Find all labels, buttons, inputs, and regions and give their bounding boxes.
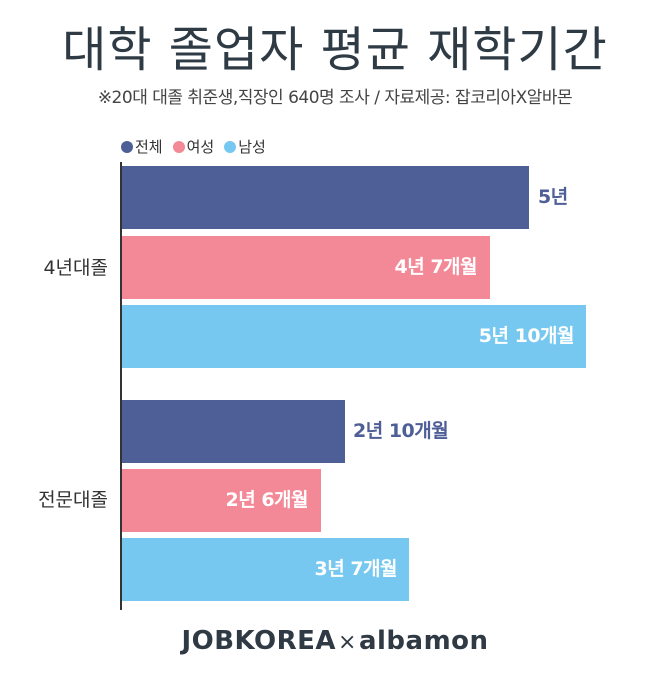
brand-footer: JOBKOREA×albamon [0,626,670,656]
legend-item-female: 여성 [172,137,215,157]
bar-4yr-male [122,305,586,368]
bar-value-label: 2년 6개월 [225,489,309,511]
bar-4yr-female [122,236,490,299]
legend-label: 여성 [186,138,215,156]
legend-label: 전체 [135,138,163,156]
y-axis-line [120,162,122,610]
albamon-logo: albamon [358,626,489,656]
bar-4yr-total [122,166,529,229]
chart-title: 대학 졸업자 평균 재학기간 [62,22,608,78]
legend-dot-icon [172,141,185,153]
category-label: 4년대졸 [43,257,108,279]
legend-dot-icon [224,141,237,153]
jobkorea-logo: JOBKOREA [181,626,337,656]
bar-college-female [122,469,321,532]
bar-college-total [122,400,345,463]
legend: 전체 여성 남성 [121,137,266,157]
bar-value-label: 3년 7개월 [314,558,398,580]
chart-subtitle: ※20대 대졸 취준생,직장인 640명 조사 / 자료제공: 잡코리아X알바몬 [97,88,573,108]
legend-dot-icon [121,141,133,153]
legend-item-male: 남성 [224,137,266,157]
legend-label: 남성 [238,138,266,156]
separator: × [338,630,357,655]
bar-value-label: 5년 10개월 [478,325,575,347]
bar-value-label: 5년 [538,186,568,208]
legend-item-total: 전체 [121,137,163,157]
bar-value-label: 4년 7개월 [394,256,478,278]
bar-value-label: 2년 10개월 [353,420,449,442]
bar-college-male [122,538,409,601]
category-label: 전문대졸 [38,489,108,511]
